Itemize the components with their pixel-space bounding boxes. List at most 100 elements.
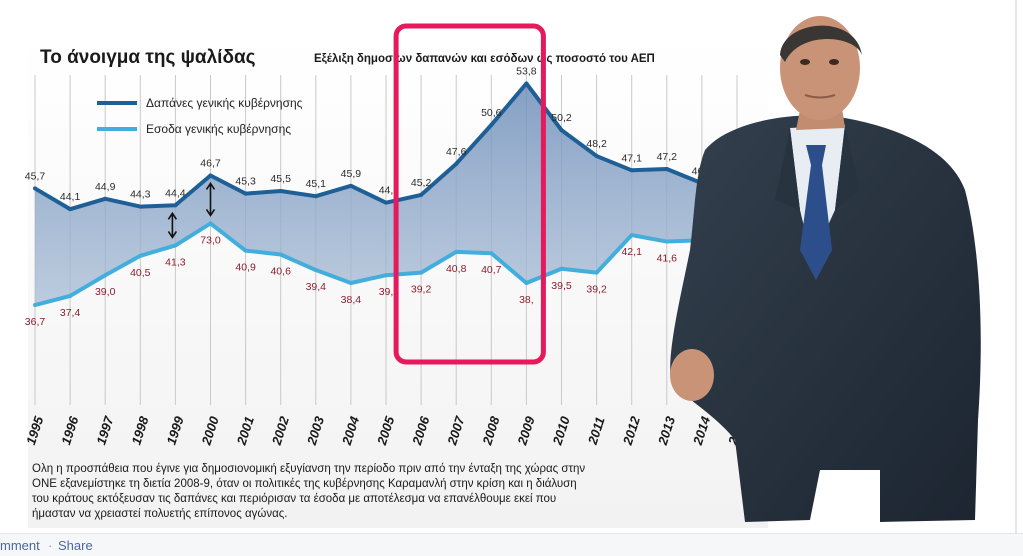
legend-label-expenditure: Δαπάνες γενικής κυβέρνησης (146, 96, 303, 110)
label-revenue-1999: 41,3 (165, 256, 186, 268)
point-revenue-2010 (559, 266, 564, 271)
gap-area-layer (35, 83, 737, 306)
lapel-right (835, 125, 860, 210)
annotation-line-2: ΟΝΕ εξανεμίστηκε τη διετία 2008-9, όταν … (32, 478, 577, 490)
label-revenue-2001: 40,9 (235, 262, 256, 274)
label-expenditure-2005: 44, (379, 185, 394, 197)
comment-link[interactable]: mment (0, 538, 40, 553)
point-revenue-1997 (103, 273, 108, 278)
point-expenditure-2002 (278, 189, 283, 194)
point-expenditure-2009 (524, 81, 529, 86)
point-revenue-2001 (243, 248, 248, 253)
point-expenditure-1998 (138, 204, 143, 209)
label-revenue-1998: 40,5 (130, 267, 151, 279)
label-revenue-1995: 36,7 (25, 316, 46, 328)
label-revenue-2011: 39,2 (586, 284, 607, 296)
label-expenditure-2013: 47,2 (657, 151, 678, 163)
label-expenditure-2009: 53,8 (516, 66, 537, 78)
person-photo (670, 16, 981, 522)
chart-title: Το άνοιγμα της ψαλίδας (40, 47, 256, 68)
gap-arrow-head-bottom-2000 (205, 208, 216, 217)
label-expenditure-2008: 50,6 (481, 107, 502, 119)
label-expenditure-2007: 47,6 (446, 146, 467, 158)
point-revenue-2011 (594, 270, 599, 275)
point-expenditure-2000 (208, 173, 213, 178)
label-revenue-2010: 39,5 (551, 280, 572, 292)
gap-arrow-head-top-2000 (205, 182, 216, 190)
lapel-left (775, 128, 800, 210)
label-expenditure-1999: 44,4 (165, 187, 186, 199)
label-revenue-2009: 38, (519, 294, 534, 306)
highlight-box-2006-2009 (393, 23, 546, 365)
point-expenditure-1999 (173, 203, 178, 208)
label-revenue-2013: 41,6 (657, 253, 678, 265)
label-revenue-2004: 38,4 (341, 294, 362, 306)
label-expenditure-2000: 46,7 (200, 157, 221, 169)
point-expenditure-2006 (419, 192, 424, 197)
point-expenditure-2010 (559, 128, 564, 133)
point-revenue-2002 (278, 252, 283, 257)
label-expenditure-2003: 45,1 (306, 178, 327, 190)
point-revenue-2006 (419, 270, 424, 275)
post-footer: mment · Share (0, 533, 1023, 556)
point-revenue-2004 (348, 281, 353, 285)
label-revenue-2007: 40,8 (446, 263, 467, 275)
label-expenditure-1996: 44,1 (60, 191, 81, 203)
label-revenue-1997: 39,0 (95, 286, 116, 298)
label-expenditure-2001: 45,3 (235, 176, 256, 188)
mouth-shape (804, 94, 836, 99)
point-expenditure-2007 (454, 161, 459, 166)
label-revenue-2002: 40,6 (270, 266, 291, 278)
hair-shape (780, 25, 862, 62)
point-expenditure-2001 (243, 191, 248, 196)
point-revenue-2012 (629, 233, 634, 238)
annotation-line-1: Ολη η προσπάθεια που έγινε για δημοσιονο… (32, 463, 585, 475)
point-expenditure-2004 (348, 183, 353, 188)
point-revenue-2007 (454, 249, 459, 254)
point-expenditure-2012 (629, 168, 634, 173)
eye-right (829, 59, 839, 65)
label-expenditure-2012: 47,1 (621, 152, 642, 164)
eye-left (800, 59, 810, 65)
label-revenue-2006: 39,2 (411, 284, 432, 296)
label-expenditure-1998: 44,3 (130, 189, 151, 201)
label-revenue-2008: 40,7 (481, 264, 502, 276)
legend-label-revenue: Εσοδα γενικής κυβέρνησης (146, 122, 291, 136)
point-revenue-1996 (68, 293, 73, 298)
point-revenue-1998 (138, 253, 143, 258)
label-revenue-1996: 37,4 (60, 307, 81, 319)
point-revenue-2005 (384, 273, 388, 278)
point-revenue-1999 (173, 243, 178, 248)
point-expenditure-2003 (313, 194, 318, 199)
point-expenditure-2011 (594, 154, 599, 159)
point-revenue-2000 (208, 221, 213, 226)
label-expenditure-2004: 45,9 (341, 168, 362, 180)
label-revenue-2003: 39,4 (306, 281, 327, 293)
suit-shape (670, 115, 981, 522)
point-expenditure-2005 (384, 200, 388, 205)
point-expenditure-2008 (489, 122, 494, 127)
footer-separator: · (48, 538, 53, 553)
gap-arrow-head-bottom-1999 (167, 230, 178, 239)
label-revenue-2005: 39, (379, 286, 394, 298)
point-revenue-2013 (664, 239, 669, 244)
point-expenditure-1996 (68, 207, 73, 212)
point-expenditure-1995 (33, 186, 37, 191)
data-labels-layer: 45,7 44,1 44,9 44,3 44,4 46,7 45,3 45,5 45,1 45,9… (25, 66, 748, 329)
gap-area (35, 83, 737, 306)
label-expenditure-1995: 45,7 (25, 170, 46, 182)
share-link[interactable]: Share (58, 538, 93, 553)
chart-annotation: Ολη η προσπάθεια που έγινε για δημοσιονο… (32, 463, 585, 520)
point-revenue-2003 (313, 268, 318, 273)
tie-shape (800, 145, 832, 280)
point-expenditure-1997 (103, 196, 108, 201)
legend: Δαπάνες γενικής κυβέρνησης Εσοδα γενικής… (97, 96, 303, 136)
point-revenue-2009 (524, 281, 529, 285)
gap-arrow-head-top-1999 (167, 211, 178, 220)
label-expenditure-2011: 48,2 (586, 138, 607, 150)
point-revenue-2008 (489, 251, 494, 256)
label-expenditure-2006: 45,2 (411, 177, 432, 189)
label-expenditure-2002: 45,5 (270, 173, 291, 185)
annotation-line-4: ήμασταν να χρειαστεί πολυετής επίπονος α… (32, 508, 287, 520)
